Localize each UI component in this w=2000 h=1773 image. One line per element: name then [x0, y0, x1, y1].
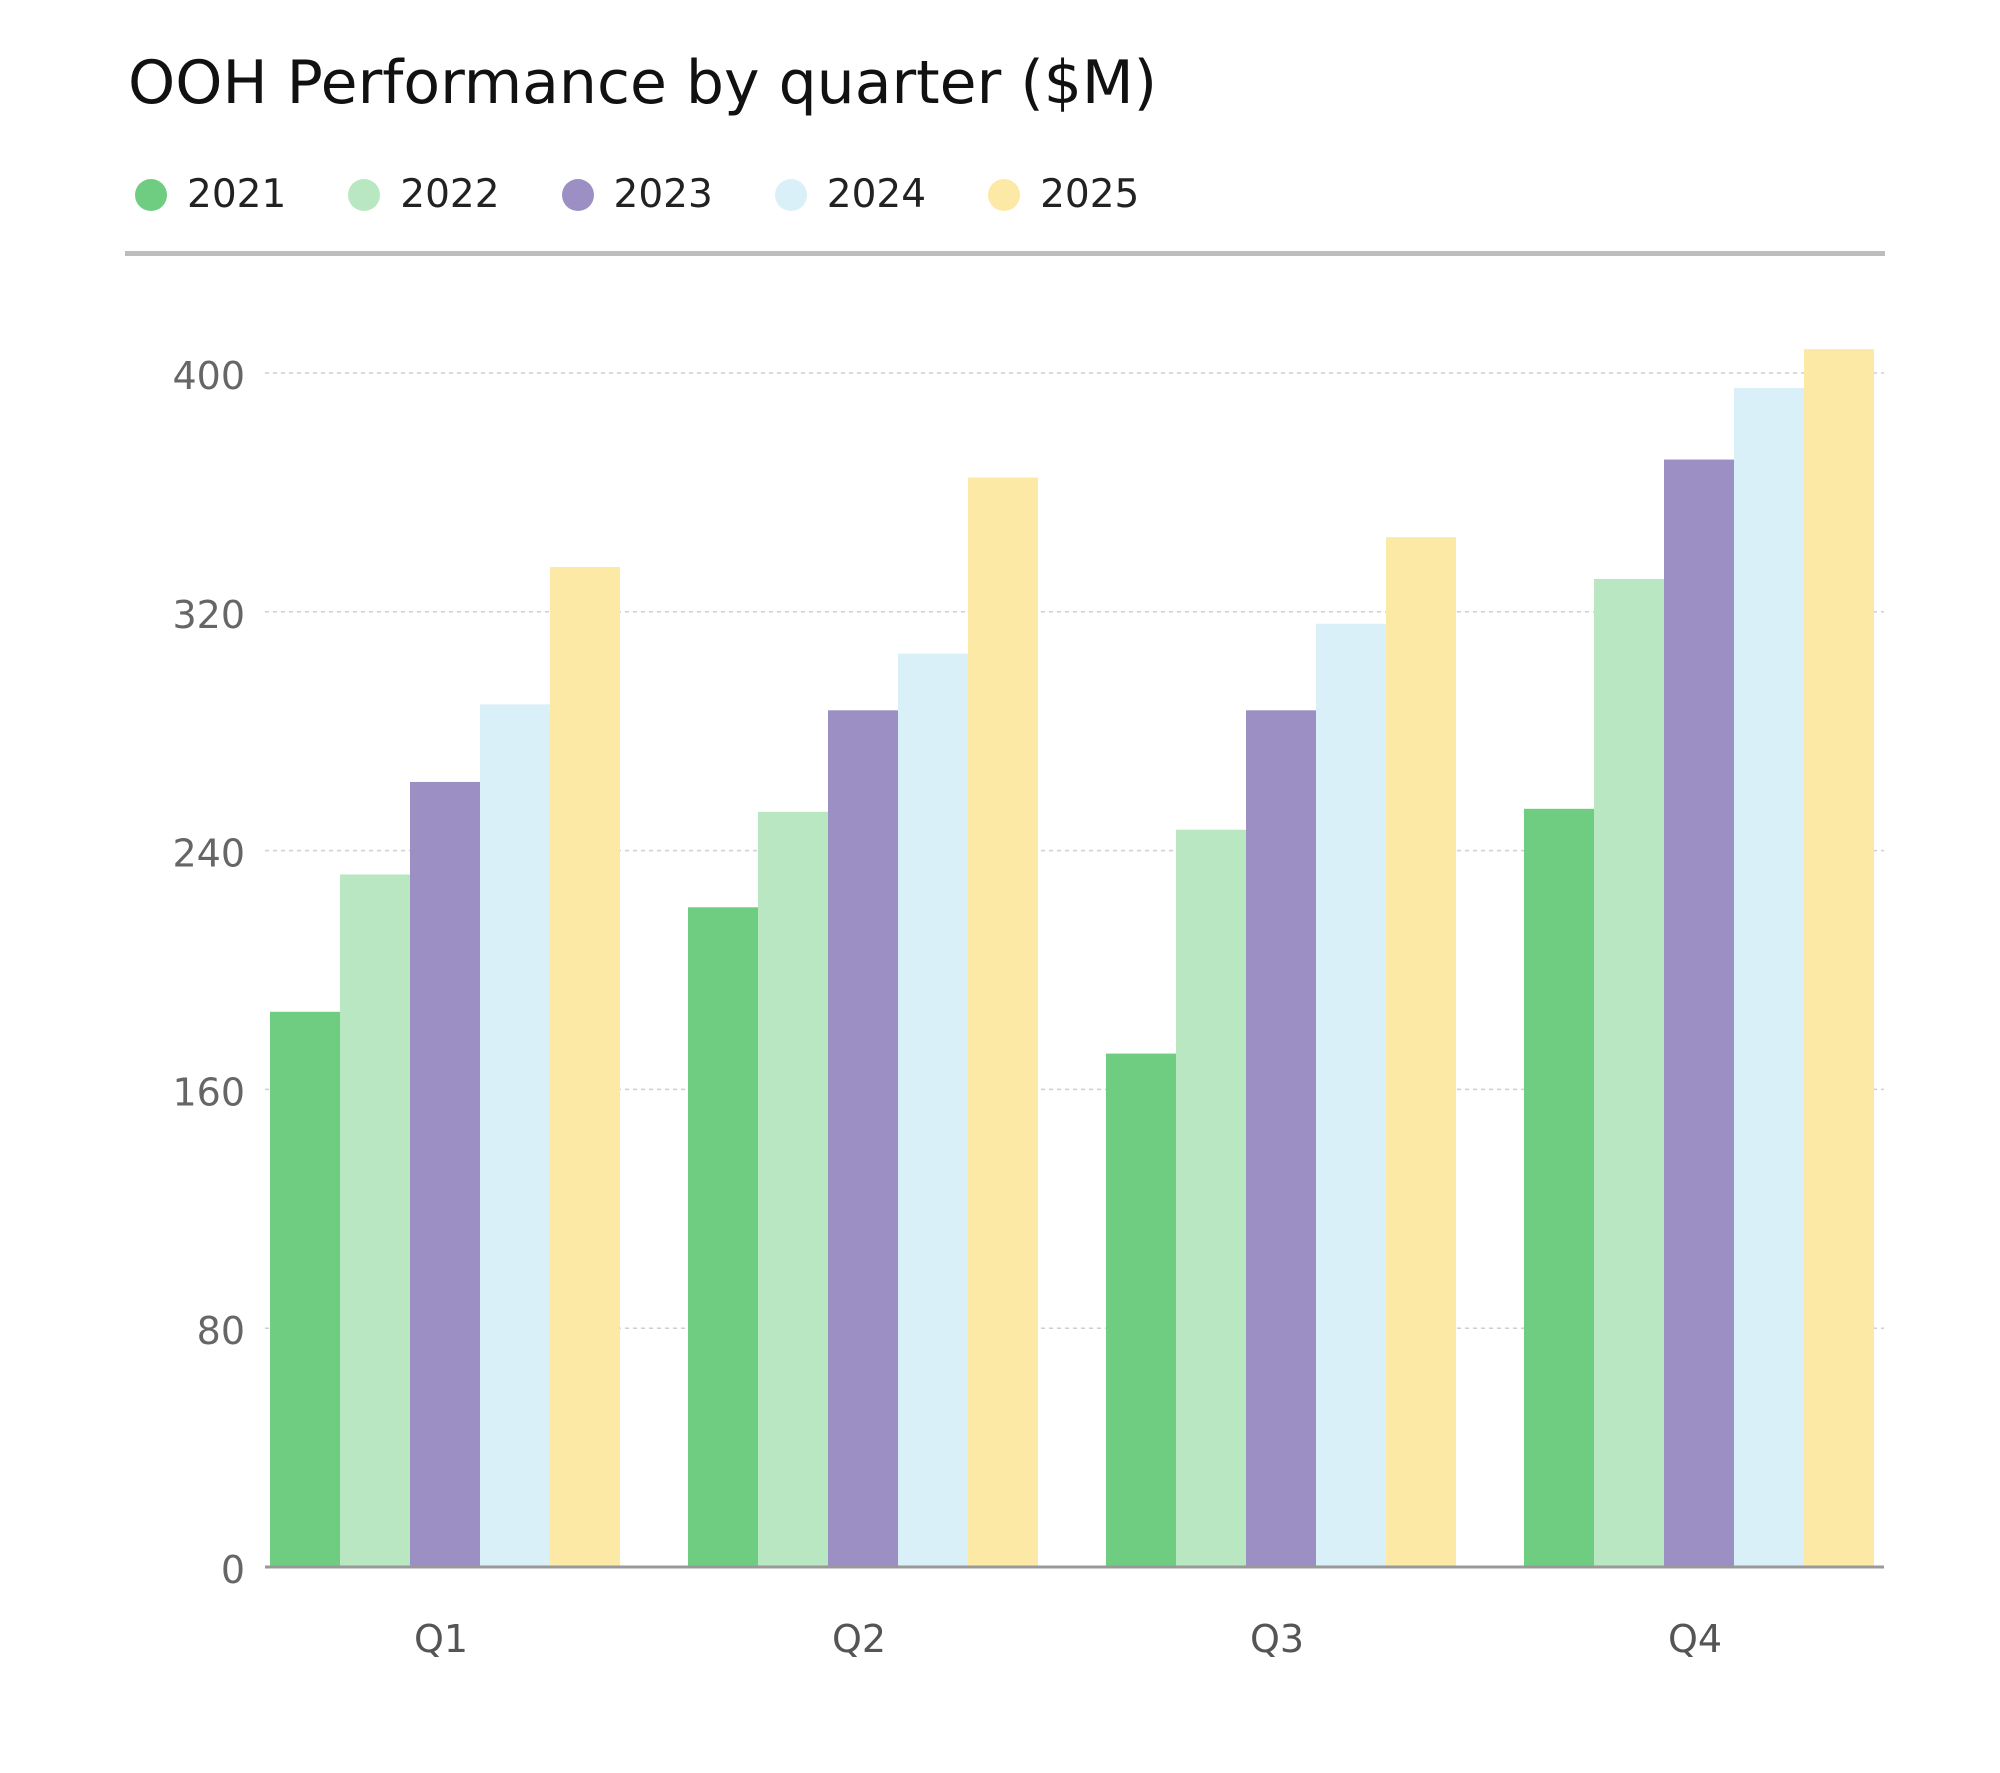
y-tick-label: 240 [172, 832, 245, 876]
y-tick-label: 0 [221, 1548, 245, 1592]
legend-swatch [774, 178, 807, 211]
bar-2023-Q4 [1664, 459, 1734, 1568]
legend-swatch [348, 178, 381, 211]
x-tick-label: Q4 [1668, 1617, 1722, 1661]
bar-2025-Q4 [1804, 349, 1874, 1567]
bar-2023-Q1 [410, 781, 480, 1567]
legend-item: 2021 [135, 172, 286, 217]
x-tick-label: Q1 [414, 1617, 468, 1661]
bar-2025-Q2 [968, 477, 1038, 1568]
bar-2021-Q4 [1524, 808, 1594, 1567]
y-tick-label: 80 [197, 1309, 245, 1353]
bar-2021-Q3 [1106, 1053, 1176, 1567]
legend-label: 2023 [613, 172, 713, 217]
chart-title: OOH Performance by quarter ($M) [128, 48, 1158, 118]
legend-label: 2022 [400, 172, 500, 217]
bar-2024-Q3 [1316, 623, 1386, 1567]
legend-swatch [561, 178, 594, 211]
legend-label: 2021 [187, 172, 287, 217]
bar-2024-Q1 [480, 704, 550, 1567]
legend-label: 2025 [1040, 172, 1140, 217]
y-tick-label: 400 [172, 354, 245, 398]
header-divider [125, 251, 1885, 256]
legend-label: 2024 [826, 172, 927, 217]
bar-2024-Q4 [1734, 387, 1804, 1567]
bar-2022-Q2 [758, 811, 828, 1567]
legend-item: 2023 [561, 172, 713, 217]
bar-2023-Q2 [828, 710, 898, 1567]
legend-item: 2025 [988, 172, 1139, 217]
bar-2022-Q4 [1594, 578, 1664, 1567]
bar-2025-Q3 [1386, 537, 1456, 1567]
legend-swatch [988, 178, 1021, 211]
bar-2021-Q2 [688, 907, 758, 1567]
y-tick-label: 320 [172, 593, 245, 637]
legend-swatch [135, 178, 167, 211]
bar-2023-Q3 [1246, 710, 1316, 1567]
legend-item: 2024 [774, 172, 927, 217]
legend-item: 2022 [348, 172, 500, 217]
y-tick-label: 160 [172, 1070, 245, 1114]
bar-2021-Q1 [270, 1011, 340, 1567]
bar-2022-Q1 [340, 874, 410, 1567]
bar-2022-Q3 [1176, 829, 1246, 1567]
bar-2024-Q2 [898, 653, 968, 1567]
bar-2025-Q1 [550, 567, 620, 1567]
legend: 2021 2022 2023 2024 2025 [135, 172, 1201, 217]
x-tick-label: Q3 [1250, 1617, 1304, 1661]
x-tick-label: Q2 [832, 1617, 886, 1661]
